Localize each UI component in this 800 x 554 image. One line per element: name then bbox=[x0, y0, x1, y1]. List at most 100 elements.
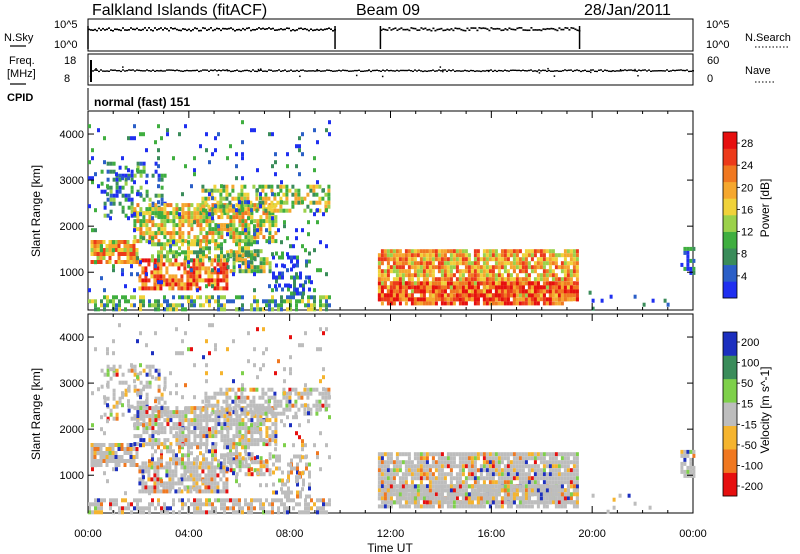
noise-sample bbox=[498, 28, 501, 30]
heatmap-cell bbox=[142, 506, 145, 511]
heatmap-cell bbox=[190, 295, 193, 300]
heatmap-cell bbox=[313, 295, 316, 300]
heatmap-cell bbox=[286, 299, 289, 304]
noise-sample bbox=[538, 29, 541, 31]
heatmap-cell bbox=[512, 257, 516, 262]
heatmap-cell bbox=[115, 502, 118, 507]
heatmap-cell bbox=[479, 269, 483, 274]
heatmap-cell bbox=[572, 273, 576, 278]
heatmap-cell bbox=[117, 256, 121, 260]
heatmap-cell bbox=[118, 303, 121, 308]
heatmap-cell bbox=[410, 257, 414, 262]
heatmap-cell bbox=[276, 399, 280, 404]
freq-sample bbox=[562, 69, 564, 72]
heatmap-cell bbox=[398, 265, 402, 270]
heatmap-cell bbox=[204, 200, 208, 205]
heatmap-cell bbox=[102, 248, 106, 252]
heatmap-cell bbox=[446, 269, 450, 274]
freq-outlier bbox=[259, 68, 262, 70]
heatmap-cell bbox=[160, 457, 163, 462]
heatmap-cell bbox=[193, 235, 197, 240]
freq-sample bbox=[600, 69, 602, 71]
heatmap-cell bbox=[416, 249, 420, 254]
heatmap-cell bbox=[274, 299, 277, 304]
noise-sample bbox=[268, 27, 270, 29]
heatmap-cell bbox=[268, 303, 271, 308]
heatmap-cell bbox=[575, 273, 579, 278]
heatmap-cell bbox=[201, 184, 205, 189]
freq-sample bbox=[622, 69, 624, 72]
heatmap-cell bbox=[404, 297, 408, 302]
heatmap-cell bbox=[195, 278, 199, 283]
heatmap-cell bbox=[136, 211, 140, 216]
heatmap-cell bbox=[278, 255, 281, 260]
heatmap-cell bbox=[103, 400, 107, 405]
heatmap-cell bbox=[488, 293, 492, 298]
heatmap-cell bbox=[527, 265, 531, 270]
heatmap-cell bbox=[127, 506, 130, 511]
heatmap-cell bbox=[377, 464, 381, 469]
heatmap-cell bbox=[250, 211, 254, 216]
heatmap-cell bbox=[398, 273, 402, 278]
freq-sample bbox=[464, 69, 466, 72]
heatmap-cell bbox=[548, 297, 552, 302]
heatmap-cell bbox=[94, 260, 97, 265]
heatmap-cell bbox=[476, 480, 480, 485]
noise-sample bbox=[258, 27, 260, 29]
heatmap-cell bbox=[256, 422, 260, 427]
heatmap-cell bbox=[318, 403, 322, 408]
freq-sample bbox=[398, 70, 400, 72]
heatmap-cell bbox=[425, 289, 429, 294]
heatmap-cell bbox=[259, 422, 263, 427]
heatmap-cell bbox=[235, 215, 239, 220]
heatmap-cell bbox=[569, 297, 573, 302]
heatmap-cell bbox=[497, 289, 501, 294]
heatmap-cell bbox=[130, 502, 133, 507]
heatmap-cell bbox=[324, 391, 328, 396]
heatmap-cell bbox=[473, 480, 477, 485]
heatmap-cell bbox=[199, 250, 202, 255]
heatmap-cell bbox=[223, 258, 226, 263]
heatmap-cell bbox=[446, 249, 450, 254]
heatmap-cell bbox=[566, 273, 570, 278]
heatmap-cell bbox=[235, 231, 239, 236]
heatmap-cell bbox=[147, 278, 151, 283]
heatmap-cell bbox=[202, 219, 206, 224]
heatmap-cell bbox=[141, 485, 145, 490]
heatmap-cell bbox=[207, 278, 211, 283]
heatmap-cell bbox=[307, 510, 310, 515]
heatmap-cell bbox=[419, 488, 423, 493]
heatmap-cell bbox=[109, 189, 113, 194]
heatmap-cell bbox=[187, 438, 191, 443]
heatmap-cell bbox=[473, 464, 477, 469]
heatmap-cell bbox=[428, 476, 432, 481]
heatmap-cell bbox=[506, 249, 510, 254]
heatmap-cell bbox=[377, 476, 381, 481]
heatmap-cell bbox=[278, 271, 281, 276]
heatmap-cell bbox=[186, 465, 190, 470]
heatmap-cell bbox=[470, 468, 474, 473]
heatmap-cell bbox=[151, 258, 154, 263]
heatmap-cell bbox=[512, 249, 516, 254]
heatmap-cell bbox=[380, 488, 384, 493]
heatmap-cell bbox=[232, 265, 236, 270]
heatmap-cell bbox=[225, 262, 229, 267]
heatmap-cell bbox=[109, 197, 113, 202]
heatmap-cell bbox=[207, 274, 211, 279]
heatmap-cell bbox=[141, 481, 145, 486]
heatmap-cell bbox=[247, 264, 250, 269]
heatmap-cell bbox=[327, 188, 331, 193]
heatmap-cell bbox=[181, 203, 185, 208]
noise-sample bbox=[290, 29, 292, 32]
heatmap-cell bbox=[286, 498, 289, 503]
heatmap-cell bbox=[503, 257, 507, 262]
heatmap-cell bbox=[144, 465, 148, 470]
heatmap-cell bbox=[199, 422, 203, 427]
heatmap-cell bbox=[93, 244, 97, 248]
heatmap-cell bbox=[96, 240, 100, 244]
heatmap-cell bbox=[500, 293, 504, 298]
heatmap-cell bbox=[413, 249, 417, 254]
heatmap-cell bbox=[154, 422, 158, 427]
cpid-label: CPID bbox=[7, 92, 33, 104]
heatmap-cell bbox=[190, 410, 194, 415]
